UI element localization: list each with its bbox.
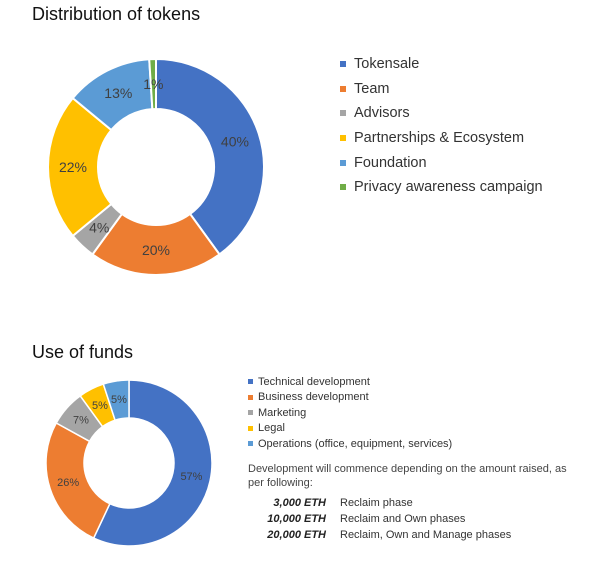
- legend-label: Tokensale: [354, 56, 420, 73]
- donut-data-label: 1%: [143, 76, 163, 92]
- legend-label: Marketing: [258, 406, 307, 419]
- legend-item: Operations (office, equipment, services): [248, 436, 452, 452]
- legend-item: Technical development: [248, 374, 452, 390]
- funding-phases-table: 3,000 ETH Reclaim phase 10,000 ETH Recla…: [248, 495, 511, 543]
- legend-swatch: [248, 441, 253, 447]
- legend-label: Foundation: [354, 154, 427, 171]
- legend-swatch: [248, 410, 253, 416]
- funding-phase-row: 3,000 ETH Reclaim phase: [248, 495, 511, 511]
- legend-label: Operations (office, equipment, services): [258, 437, 453, 450]
- legend-item: Partnerships & Ecosystem: [340, 126, 543, 151]
- donut-slice-tokensale: [155, 57, 265, 256]
- donut-slice-operations-office-equipment-services: [102, 379, 130, 422]
- legend-swatch: [248, 394, 253, 400]
- donut-data-label: 57%: [180, 471, 202, 483]
- legend-label: Team: [354, 80, 390, 97]
- chart-title-use-of-funds: Use of funds: [32, 342, 134, 362]
- legend-item: Legal: [248, 421, 452, 437]
- legend-swatch: [248, 425, 253, 431]
- funding-phase-row: 20,000 ETH Reclaim, Own and Manage phase…: [248, 527, 511, 543]
- legend-item: Privacy awareness campaign: [340, 175, 543, 200]
- donut-data-label: 5%: [92, 400, 108, 412]
- legend-label: Partnerships & Ecosystem: [354, 130, 525, 147]
- legend-swatch: [248, 379, 253, 385]
- donut-slice-partnerships-ecosystem: [47, 96, 113, 238]
- donut-slice-privacy-awareness-campaign: [148, 57, 157, 111]
- legend-item: Marketing: [248, 405, 452, 421]
- legend-label: Business development: [258, 391, 369, 404]
- funding-phase-row: 10,000 ETH Reclaim and Own phases: [248, 511, 511, 527]
- legend-swatch: [340, 85, 346, 92]
- chart-title-token-distribution: Distribution of tokens: [32, 4, 201, 24]
- legend-item: Advisors: [340, 101, 543, 126]
- legend-label: Legal: [258, 422, 285, 435]
- phase-amount: 20,000 ETH: [267, 529, 326, 541]
- phase-amount: 3,000 ETH: [273, 497, 326, 509]
- legend-label: Technical development: [258, 375, 370, 388]
- legend-swatch: [340, 159, 346, 166]
- legend-item: Business development: [248, 390, 452, 406]
- donut-data-label: 13%: [104, 85, 132, 101]
- phase-description: Reclaim, Own and Manage phases: [340, 529, 512, 541]
- funding-phases-intro: Development will commence depending on t…: [248, 463, 567, 489]
- legend-swatch: [340, 135, 346, 142]
- donut-data-label: 20%: [142, 242, 170, 258]
- donut-data-label: 40%: [221, 133, 249, 149]
- legend-item: Foundation: [340, 150, 543, 175]
- use-of-funds-legend: Technical development Business developmen…: [248, 374, 452, 452]
- legend-item: Tokensale: [340, 52, 543, 77]
- legend-item: Team: [340, 77, 543, 102]
- phase-amount: 10,000 ETH: [267, 513, 326, 525]
- phase-description: Reclaim and Own phases: [340, 513, 466, 525]
- legend-swatch: [340, 61, 346, 68]
- donut-data-label: 4%: [89, 220, 109, 236]
- token-distribution-legend: Tokensale Team Advisors Partnerships & Ecos…: [340, 52, 543, 200]
- donut-data-label: 7%: [73, 415, 89, 427]
- donut-data-label: 5%: [111, 394, 127, 406]
- legend-label: Privacy awareness campaign: [354, 179, 543, 196]
- donut-data-label: 22%: [59, 159, 87, 175]
- legend-label: Advisors: [354, 105, 410, 122]
- legend-swatch: [340, 110, 346, 117]
- phase-description: Reclaim phase: [340, 497, 413, 509]
- donut-data-label: 26%: [57, 477, 79, 489]
- donut-slice-technical-development: [92, 379, 213, 547]
- legend-swatch: [340, 184, 346, 191]
